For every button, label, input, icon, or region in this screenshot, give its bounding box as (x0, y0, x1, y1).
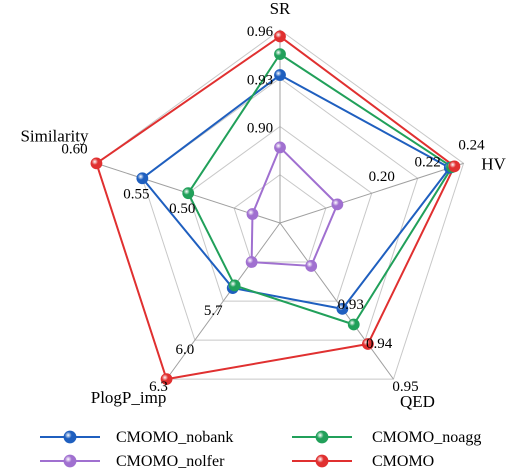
legend-item-cmomo-noagg: CMOMO_noagg (292, 429, 481, 446)
legend-label: CMOMO_nobank (116, 429, 233, 446)
tick-label-hv-1: 0.22 (415, 154, 441, 170)
legend-marker (63, 454, 77, 468)
axis-label-similarity: Similarity (20, 126, 89, 145)
axis-label-sr: SR (270, 0, 291, 18)
axis-label-qed: QED (400, 392, 435, 411)
point-cmomo-similarity (90, 157, 103, 170)
point-cmomo-nolfer-hv (331, 198, 344, 211)
point-cmomo-nobank-similarity (136, 172, 149, 185)
point-cmomo-hv (448, 160, 461, 173)
axis-labels: SR HV QED PlogP_imp Similarity (20, 0, 506, 411)
tick-label-plogp_imp-2: 6.3 (149, 379, 168, 395)
point-cmomo-plogp_imp (160, 373, 173, 386)
radar-grid (95, 29, 465, 380)
tick-label-sr-1: 0.93 (247, 72, 273, 88)
tick-label-sr-0: 0.90 (247, 121, 273, 137)
point-cmomo-noagg-plogp_imp (228, 279, 241, 292)
point-cmomo-nobank-qed (336, 302, 349, 315)
legend-item-cmomo: CMOMO (292, 453, 434, 470)
tick-label-qed-1: 0.94 (366, 336, 393, 352)
legend-item-cmomo-nolfer: CMOMO_nolfer (40, 453, 225, 470)
legend-item-cmomo-nobank: CMOMO_nobank (40, 429, 233, 446)
point-cmomo-nolfer-plogp_imp (245, 256, 258, 268)
point-cmomo-noagg-qed (347, 318, 360, 331)
tick-label-hv-0: 0.20 (369, 169, 395, 185)
point-cmomo-nolfer-sr (274, 141, 286, 154)
tick-label-similarity-1: 0.55 (123, 186, 149, 202)
tick-label-plogp_imp-0: 5.7 (204, 303, 223, 319)
legend: CMOMO_nobank CMOMO_noagg CMOMO_nolfer CMOMO (40, 429, 481, 470)
axis-spoke-1 (279, 162, 464, 224)
radar-series (90, 30, 461, 386)
point-cmomo-qed (362, 338, 374, 350)
tick-labels: 0.90 0.93 0.96 0.20 0.22 0.24 0.93 0.94 0.95 5.7 6… (61, 24, 485, 395)
legend-label: CMOMO (372, 453, 434, 470)
series-line-cmomo-nobank (141, 74, 451, 310)
point-cmomo-sr (274, 30, 286, 43)
legend-marker (315, 454, 329, 468)
tick-label-similarity-0: 0.50 (169, 201, 195, 217)
tick-label-qed-2: 0.95 (392, 379, 418, 395)
point-cmomo-nolfer-similarity (246, 208, 259, 220)
axis-label-plogp-imp: PlogP_imp (91, 388, 167, 407)
axis-spoke-3 (166, 222, 281, 380)
tick-label-qed-0: 0.93 (338, 297, 364, 313)
point-cmomo-nobank-sr (274, 69, 286, 81)
tick-label-sr-2: 0.96 (247, 24, 274, 40)
grid-ring-0 (233, 174, 327, 263)
tick-label-hv-2: 0.24 (458, 137, 485, 153)
tick-label-similarity-2: 0.60 (61, 141, 87, 157)
point-cmomo-noagg-sr (274, 48, 286, 61)
legend-marker (63, 430, 77, 444)
legend-marker (315, 430, 329, 444)
point-cmomo-noagg-similarity (182, 187, 195, 200)
tick-label-plogp_imp-1: 6.0 (176, 342, 195, 358)
series-line-cmomo-noagg (187, 53, 454, 326)
legend-label: CMOMO_nolfer (116, 453, 225, 470)
series-line-cmomo-nolfer (250, 146, 339, 267)
series-line-cmomo (95, 35, 456, 381)
legend-label: CMOMO_noagg (372, 429, 481, 446)
axis-label-hv: HV (481, 154, 506, 173)
point-cmomo-nolfer-qed (305, 260, 318, 272)
axis-spoke-2 (279, 222, 394, 380)
